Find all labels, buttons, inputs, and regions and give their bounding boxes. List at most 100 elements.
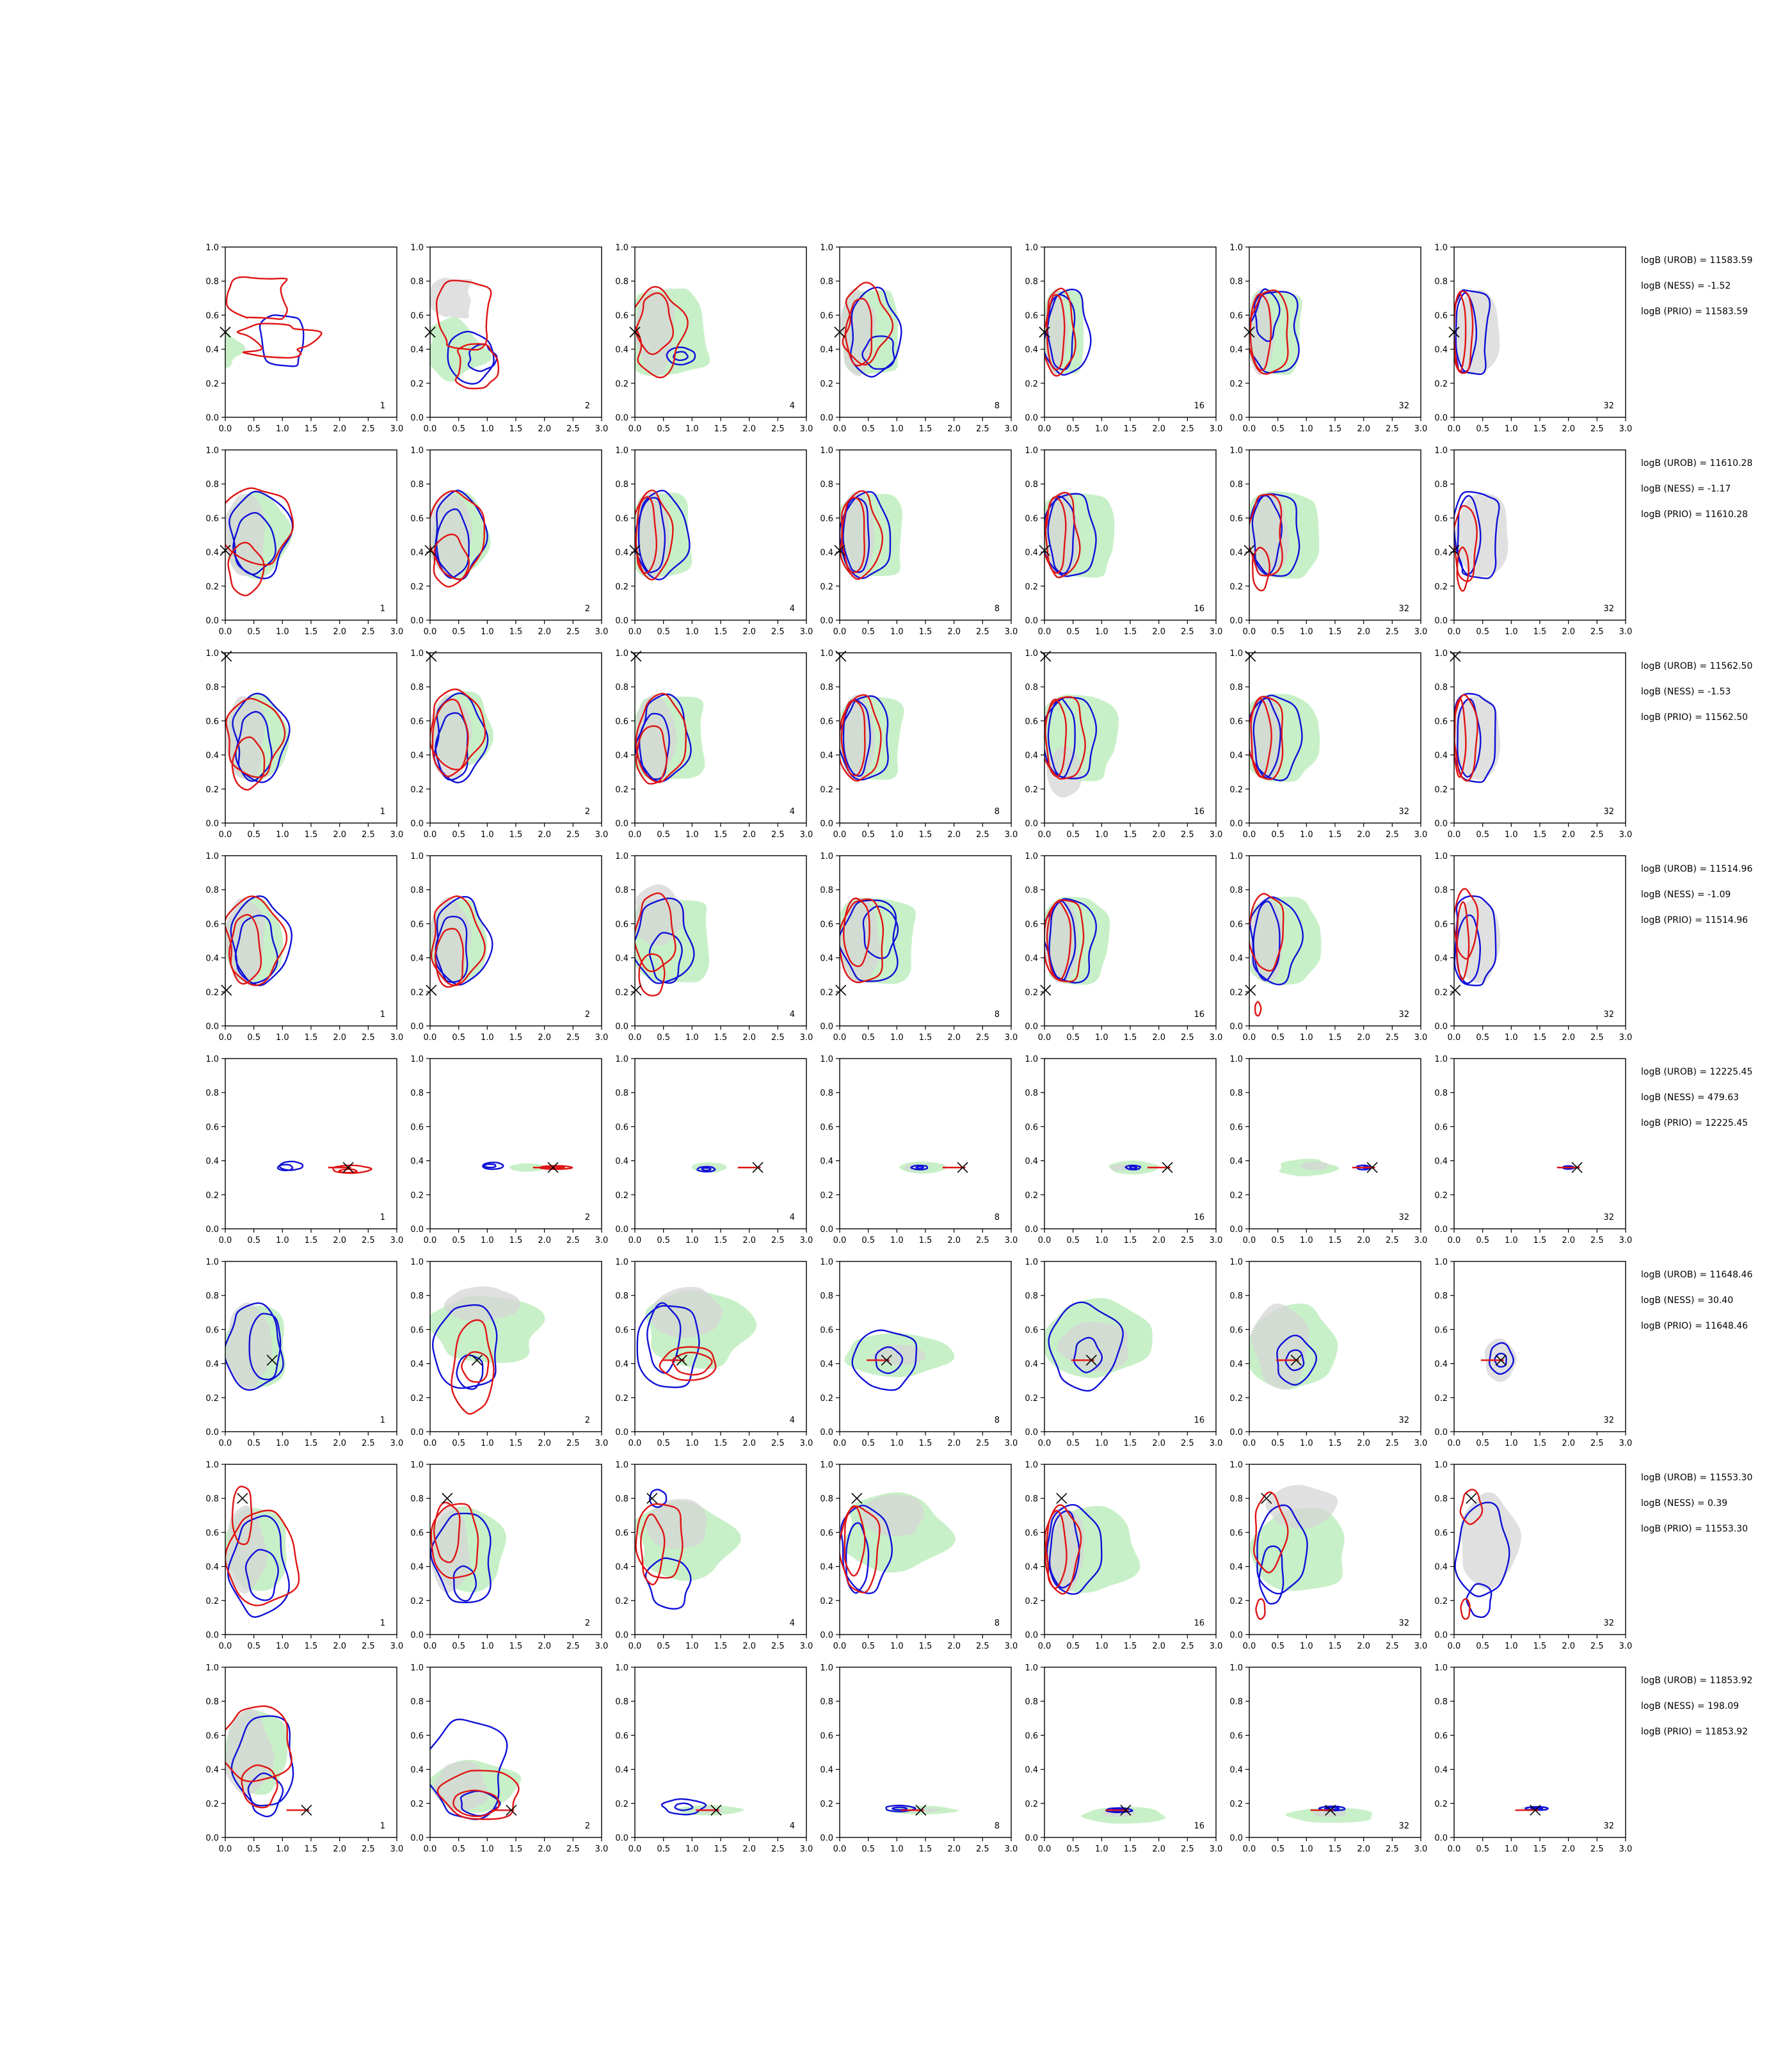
red-contour-1 [332, 1164, 372, 1174]
x-tick-label: 1.0 [276, 1236, 289, 1245]
y-tick-label: 1.0 [615, 852, 628, 861]
red-contour-1 [635, 285, 689, 379]
y-tick-label: 1.0 [1229, 446, 1243, 456]
panel-label: 16 [1194, 401, 1204, 411]
x-tick-label: 0.0 [424, 830, 437, 840]
prior-density-inner [645, 1499, 707, 1549]
x-tick-label: 2.5 [771, 627, 785, 637]
x-tick-label: 1.5 [714, 1439, 728, 1448]
y-tick-label: 0.2 [1025, 1191, 1038, 1201]
y-tick-label: 0.6 [1025, 717, 1038, 726]
x-tick-label: 3.0 [595, 1844, 609, 1854]
panel-label: 32 [1603, 401, 1614, 411]
red-contour-1 [1454, 290, 1474, 374]
x-tick-label: 0.5 [861, 1642, 875, 1651]
red-contour-2 [1460, 1598, 1471, 1620]
true-value-marker [442, 1492, 453, 1504]
y-tick-label: 0.2 [1229, 1394, 1243, 1404]
x-tick-label: 1.0 [481, 424, 494, 434]
y-tick-label: 0.4 [410, 1360, 424, 1370]
x-tick-label: 0.0 [1448, 1844, 1461, 1854]
panel-label: 16 [1194, 1821, 1204, 1831]
blue-contour-2 [248, 1313, 282, 1380]
y-tick-label: 0.6 [205, 1528, 219, 1538]
true-value-marker [471, 1354, 483, 1366]
blue-contour-2 [1129, 1165, 1138, 1170]
y-tick-label: 0.6 [1229, 920, 1243, 929]
y-tick-label: 1.0 [205, 1663, 219, 1673]
y-tick-label: 0.6 [615, 311, 628, 321]
y-tick-label: 0.2 [205, 1800, 219, 1809]
y-tick-label: 0.8 [615, 1697, 628, 1707]
x-tick-label: 1.0 [1095, 424, 1108, 434]
panel-r7-c3: 0.0 0.5 1.0 1.5 2.0 2.5 3.0 0.0 0.2 0.4 0.6 0.8 1.0 4 [615, 1460, 813, 1651]
y-tick-label: 0.8 [820, 1494, 833, 1504]
row-annotations-3: logB (UROB) = 11562.50 logB (NESS) = -1.5… [1641, 661, 1752, 723]
y-tick-label: 0.6 [1025, 920, 1038, 929]
y-tick-label: 0.2 [1229, 1191, 1243, 1201]
y-tick-label: 0.2 [615, 380, 628, 389]
panel-r4-c2: 0.0 0.5 1.0 1.5 2.0 2.5 3.0 0.0 0.2 0.4 0.6 0.8 1.0 2 [410, 852, 608, 1043]
x-tick-label: 3.0 [1619, 1642, 1633, 1651]
y-tick-label: 0.6 [410, 514, 424, 524]
y-tick-label: 1.0 [410, 852, 424, 861]
x-tick-label: 0.5 [1066, 627, 1080, 637]
y-tick-label: 0.8 [205, 1292, 219, 1301]
blue-contour-2 [845, 1522, 870, 1594]
x-tick-label: 3.0 [1005, 1844, 1018, 1854]
x-tick-label: 2.0 [742, 424, 756, 434]
x-tick-label: 1.5 [714, 627, 728, 637]
x-tick-label: 2.0 [1357, 1236, 1370, 1245]
blue-contour-1 [447, 330, 495, 385]
red-contour-2 [1044, 698, 1068, 778]
x-tick-label: 0.5 [452, 1439, 465, 1448]
x-tick-label: 0.5 [247, 424, 260, 434]
red-contour-1 [1044, 696, 1086, 780]
x-tick-label: 2.5 [976, 1844, 989, 1854]
x-tick-label: 2.5 [1181, 1844, 1194, 1854]
x-tick-label: 2.5 [566, 1642, 580, 1651]
true-value-marker [957, 1162, 968, 1173]
blue-contour-2 [244, 1549, 279, 1601]
blue-contour-1 [225, 1302, 284, 1391]
x-tick-label: 1.0 [1505, 1236, 1518, 1245]
red-contour-2 [1456, 901, 1470, 980]
red-contour-2 [1046, 294, 1066, 371]
x-tick-label: 2.5 [1181, 1439, 1194, 1448]
x-tick-label: 1.0 [1505, 627, 1518, 637]
x-tick-label: 0.0 [628, 1033, 642, 1043]
y-tick-label: 0.2 [205, 988, 219, 998]
blue-contour-2 [701, 1167, 712, 1172]
y-tick-label: 0.0 [1229, 1428, 1243, 1437]
x-tick-label: 2.5 [976, 1439, 989, 1448]
x-tick-label: 0.0 [424, 627, 437, 637]
y-tick-label: 0.8 [205, 1697, 219, 1707]
red-contour-1 [635, 692, 687, 783]
x-tick-label: 1.5 [1329, 1033, 1342, 1043]
y-tick-label: 0.0 [615, 1428, 628, 1437]
x-tick-label: 2.5 [976, 1033, 989, 1043]
axes-frame [1249, 1058, 1421, 1229]
y-tick-label: 0.4 [205, 548, 219, 558]
panel-r7-c1: 0.0 0.5 1.0 1.5 2.0 2.5 3.0 0.0 0.2 0.4 0.6 0.8 1.0 1 [205, 1460, 403, 1651]
panel-r5-c4: 0.0 0.5 1.0 1.5 2.0 2.5 3.0 0.0 0.2 0.4 0.6 0.8 1.0 8 [820, 1055, 1018, 1245]
x-tick-label: 1.0 [1505, 424, 1518, 434]
x-tick-label: 3.0 [1414, 627, 1428, 637]
x-tick-label: 0.0 [628, 1844, 642, 1854]
panel-label: 4 [790, 604, 795, 614]
x-tick-label: 2.0 [742, 830, 756, 840]
x-tick-label: 0.5 [861, 1033, 875, 1043]
x-tick-label: 1.5 [919, 1236, 932, 1245]
blue-contour-1 [482, 1162, 504, 1171]
y-tick-label: 0.6 [820, 1123, 833, 1132]
x-tick-label: 2.0 [742, 1439, 756, 1448]
x-tick-label: 3.0 [1210, 1236, 1223, 1245]
y-tick-label: 0.8 [205, 886, 219, 895]
y-tick-label: 1.0 [615, 1055, 628, 1064]
x-tick-label: 0.0 [628, 1236, 642, 1245]
red-contour-2 [461, 1351, 490, 1383]
x-tick-label: 2.0 [333, 1642, 346, 1651]
y-tick-label: 0.0 [410, 1225, 424, 1235]
y-tick-label: 0.6 [1025, 514, 1038, 524]
panel-r6-c5: 0.0 0.5 1.0 1.5 2.0 2.5 3.0 0.0 0.2 0.4 0.6 0.8 1.0 1… [1025, 1258, 1222, 1448]
